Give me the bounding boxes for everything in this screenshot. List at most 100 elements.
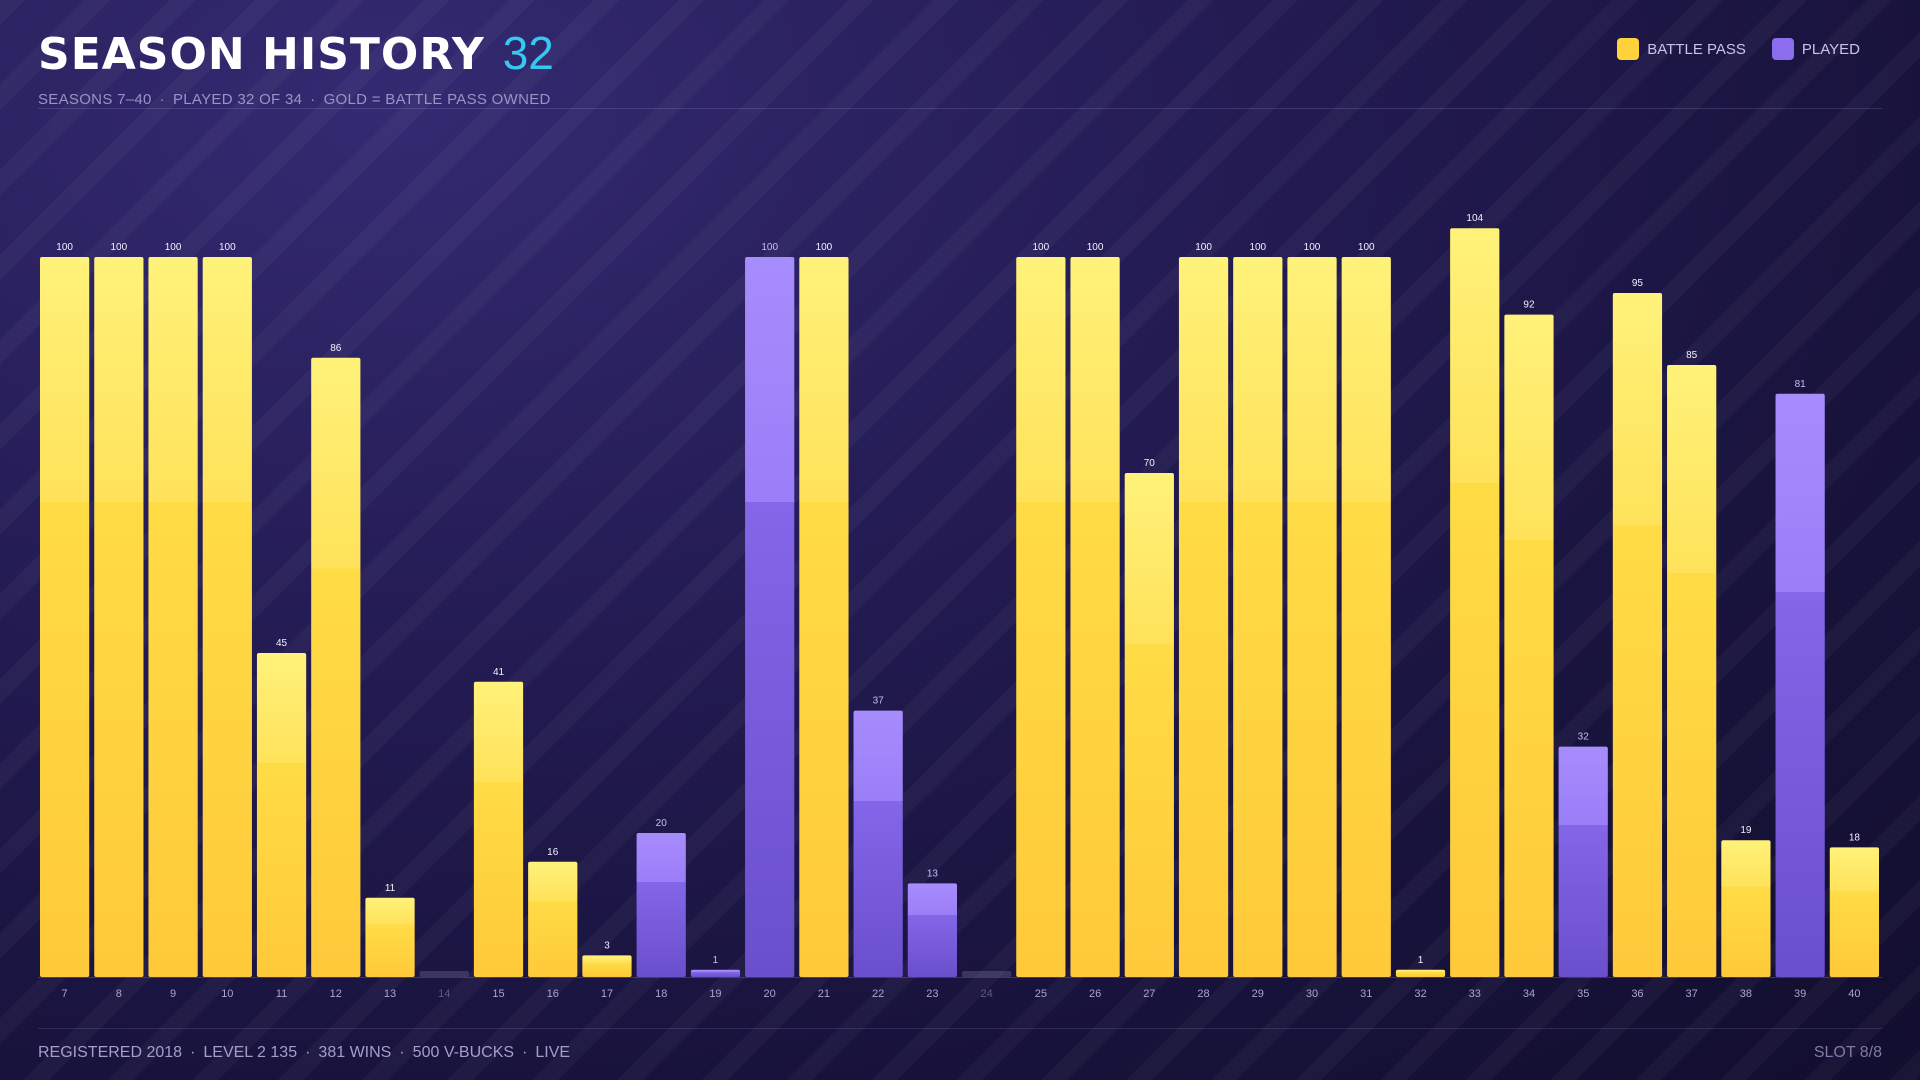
x-tick-label: 29	[1252, 988, 1264, 1000]
separator-dot: ·	[522, 1044, 528, 1061]
separator-dot: ·	[310, 91, 316, 108]
bar-battle-pass	[1070, 257, 1120, 977]
bar-value-label: 100	[1033, 242, 1050, 253]
separator-dot: ·	[305, 1044, 311, 1061]
legend-item-played: PLAYED	[1771, 38, 1860, 60]
bar-battle-pass	[365, 897, 415, 977]
x-tick-label: 22	[872, 988, 884, 1000]
bar-value-label: 16	[547, 847, 559, 858]
x-tick-label: 7	[62, 988, 68, 1000]
bar-value-label: 1	[1418, 955, 1424, 966]
x-tick-label: 10	[221, 988, 233, 1000]
bar-value-label: 20	[656, 818, 668, 829]
x-tick-label: 24	[980, 988, 992, 1000]
bar-battle-pass	[1667, 365, 1717, 977]
bar-played	[745, 257, 795, 977]
bar-value-label: 100	[1195, 242, 1212, 253]
bar-value-label: 85	[1686, 350, 1698, 361]
bar-battle-pass	[1233, 257, 1283, 977]
bar-value-label: 37	[873, 696, 885, 707]
bar-value-label: 100	[816, 242, 833, 253]
bar-battle-pass	[1395, 969, 1446, 977]
x-tick-label: 20	[764, 988, 776, 1000]
bar-value-label: 45	[276, 638, 288, 649]
bar-battle-pass	[202, 257, 252, 977]
bar-value-label: 1	[713, 955, 719, 966]
bar-value-label: 81	[1795, 379, 1807, 390]
bar-value-label: 100	[761, 242, 778, 253]
x-tick-label: 28	[1197, 988, 1209, 1000]
x-tick-label: 13	[384, 988, 396, 1000]
footer-level: LEVEL 2 135	[203, 1044, 298, 1061]
bar-battle-pass	[1829, 847, 1879, 977]
x-tick-label: 36	[1631, 988, 1643, 1000]
separator-dot: ·	[159, 91, 165, 108]
season-bar-chart: 100 100 100 100 45 86 11 41 16 3 20 1 100 100 37 13 100 1…	[38, 213, 1882, 1000]
bar-value-label: 100	[56, 242, 73, 253]
season-count: 32	[502, 27, 554, 79]
x-tick-label: 33	[1469, 988, 1481, 1000]
bar-value-label: 41	[493, 667, 505, 678]
separator-dot: ·	[190, 1044, 196, 1061]
x-tick-label: 40	[1848, 988, 1860, 1000]
x-tick-label: 8	[116, 988, 122, 1000]
bar-played	[907, 883, 957, 977]
bar-played	[1558, 746, 1608, 977]
footer-slot: SLOT 8/8	[1813, 1044, 1882, 1061]
bar-played	[1775, 393, 1825, 977]
x-tick-label: 15	[492, 988, 504, 1000]
x-tick-label: 34	[1523, 988, 1535, 1000]
x-tick-label: 31	[1360, 988, 1372, 1000]
bar-battle-pass	[256, 653, 307, 977]
bar-battle-pass	[528, 861, 578, 977]
bar-battle-pass	[582, 955, 632, 977]
header-divider	[38, 108, 1882, 109]
subtitle: SEASONS 7–40 · PLAYED 32 OF 34 · GOLD = BATT…	[38, 91, 551, 108]
bar-value-label: 11	[385, 883, 396, 894]
footer-vbucks: 500 V-BUCKS	[412, 1044, 515, 1061]
legend-item-battle-pass: BATTLE PASS	[1617, 38, 1746, 60]
bar-unplayed	[419, 971, 469, 977]
bar-value-label: 100	[1249, 242, 1266, 253]
x-tick-label: 35	[1577, 988, 1589, 1000]
legend-label-battle-pass: BATTLE PASS	[1647, 40, 1746, 58]
x-tick-label: 21	[818, 988, 830, 1000]
bar-value-label: 100	[1304, 242, 1321, 253]
x-tick-label: 18	[655, 988, 667, 1000]
x-tick-label: 12	[330, 988, 342, 1000]
bar-battle-pass	[94, 257, 144, 977]
bar-value-label: 100	[1087, 242, 1104, 253]
bar-value-label: 104	[1466, 213, 1483, 224]
bar-battle-pass	[1287, 257, 1337, 977]
bar-played	[853, 710, 903, 977]
footer-divider	[38, 1028, 1882, 1029]
x-tick-label: 19	[709, 988, 721, 1000]
bar-value-label: 13	[927, 868, 939, 879]
x-tick-label: 37	[1686, 988, 1698, 1000]
x-tick-label: 39	[1794, 988, 1806, 1000]
value-labels-group: 100 100 100 100 45 86 11 41 16 3 20 1 100 100 37 13 100 1…	[56, 213, 1860, 966]
bar-battle-pass	[40, 257, 90, 977]
bar-value-label: 100	[1358, 242, 1375, 253]
bar-value-label: 18	[1849, 832, 1861, 843]
bar-battle-pass	[311, 357, 361, 977]
bar-battle-pass	[1016, 257, 1066, 977]
played-swatch	[1771, 38, 1794, 60]
page-title: SEASON HISTORY	[38, 29, 485, 80]
x-tick-label: 9	[170, 988, 176, 1000]
bar-value-label: 86	[330, 343, 342, 354]
bar-value-label: 100	[111, 242, 128, 253]
bar-battle-pass	[1178, 257, 1229, 977]
x-tick-label: 26	[1089, 988, 1101, 1000]
legend-label-played: PLAYED	[1801, 40, 1860, 58]
footer-status: LIVE	[535, 1044, 571, 1061]
x-tick-label: 11	[276, 988, 287, 1000]
bar-value-label: 92	[1523, 300, 1535, 311]
bar-value-label: 95	[1632, 278, 1644, 289]
x-tick-label: 14	[438, 988, 450, 1000]
x-tick-label: 30	[1306, 988, 1318, 1000]
title-row: SEASON HISTORY 32	[38, 26, 554, 86]
x-tick-label: 38	[1740, 988, 1752, 1000]
subtitle-seasons: SEASONS 7–40	[38, 91, 152, 108]
